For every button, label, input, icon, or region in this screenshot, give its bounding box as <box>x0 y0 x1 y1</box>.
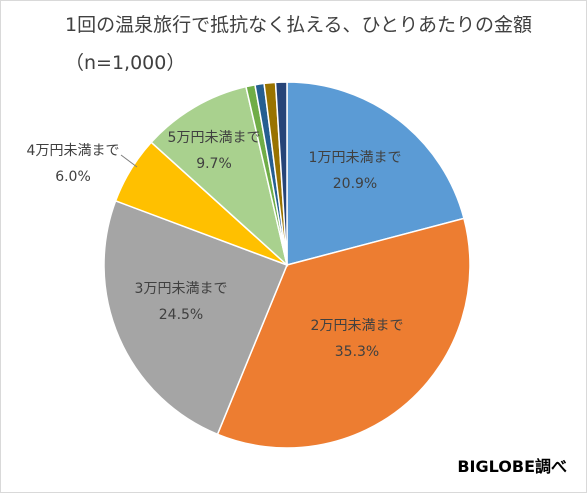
chart-title: 1回の温泉旅行で抵抗なく払える、ひとりあたりの金額 <box>65 14 532 36</box>
slice-value-1: 20.9% <box>333 176 377 192</box>
pie-slices <box>103 81 471 449</box>
pie-slice-2 <box>216 217 471 449</box>
slice-label-3: 3万円未満まで <box>135 281 228 297</box>
pie-slice-1 <box>286 81 465 266</box>
pie-slice-5 <box>150 85 289 268</box>
leader-line-4 <box>120 154 138 168</box>
slice-label-1: 1万円未満まで <box>309 150 402 166</box>
slice-value-3: 24.5% <box>159 307 203 323</box>
pie-slice-3 <box>103 199 288 436</box>
slice-value-2: 35.3% <box>335 344 379 360</box>
chart-subtitle: （n=1,000） <box>65 52 185 74</box>
slice-value-4: 6.0% <box>55 169 91 185</box>
slice-value-5: 9.7% <box>196 156 232 172</box>
slice-label-2: 2万円未満まで <box>311 318 404 334</box>
pie-slice-9 <box>274 81 288 266</box>
pie-labels: 1万円未満まで 20.9% 2万円未満まで 35.3% 3万円未満まで 24.5% 4万円未… <box>27 130 404 360</box>
slice-label-5: 5万円未満まで <box>168 130 261 146</box>
source-credit: BIGLOBE調べ <box>457 457 567 476</box>
slice-label-4: 4万円未満まで <box>27 143 120 159</box>
